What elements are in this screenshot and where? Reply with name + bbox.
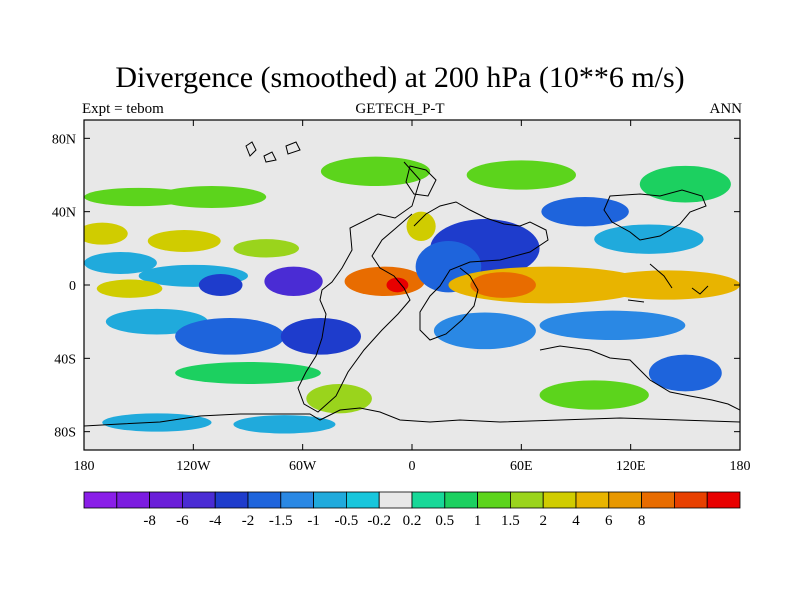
plot-title: Divergence (smoothed) at 200 hPa (10**6 … <box>115 61 685 94</box>
field-patch <box>470 272 536 298</box>
x-tick-label: 120E <box>616 459 646 474</box>
y-axis: 80N 40N 0 40S 80S <box>52 132 740 441</box>
colorbar-label: 0.5 <box>435 513 454 529</box>
colorbar-swatch <box>674 491 708 509</box>
field-patch <box>175 318 285 355</box>
colorbar-swatch <box>313 491 347 509</box>
field-patch <box>648 354 722 392</box>
field-patch <box>539 310 686 341</box>
field-patch <box>147 230 221 252</box>
colorbar-label: -8 <box>143 513 156 529</box>
x-tick-label: 0 <box>409 459 416 474</box>
field-patch <box>233 239 300 258</box>
colorbar-swatch <box>706 491 741 509</box>
colorbar-swatch <box>477 491 511 509</box>
colorbar-swatch <box>509 491 544 509</box>
field-patch <box>175 362 321 384</box>
colorbar-swatch <box>83 491 118 509</box>
colorbar-swatch <box>608 491 642 509</box>
divergence-field <box>84 156 740 434</box>
dataset-label: GETECH_P-T <box>355 101 445 117</box>
colorbar-swatch <box>575 491 610 509</box>
colorbar: -8 -6 -4 -2 -1.5 -1 -0.5 -0.2 0.2 0.5 1 1.5 2 4 6 8 <box>83 491 741 529</box>
y-tick-label: 0 <box>69 279 76 294</box>
colorbar-label: 4 <box>572 513 580 529</box>
coastline-antarctica <box>84 407 740 427</box>
colorbar-label: -0.2 <box>367 513 391 529</box>
colorbar-swatch <box>641 491 675 509</box>
colorbar-swatch <box>214 491 249 509</box>
experiment-label: Expt = tebom <box>82 101 164 117</box>
field-patch <box>639 165 731 203</box>
colorbar-swatch <box>247 491 282 509</box>
colorbar-swatch <box>181 491 216 509</box>
colorbar-swatch <box>345 491 380 509</box>
coastline-australia <box>539 345 740 411</box>
y-tick-label: 40S <box>54 352 76 367</box>
colorbar-label: 1.5 <box>501 513 520 529</box>
coastline-greenland <box>405 165 437 197</box>
field-patch <box>198 274 243 296</box>
field-patch <box>594 224 704 254</box>
season-label: ANN <box>709 101 743 117</box>
x-tick-label: 60W <box>289 459 317 474</box>
field-patch <box>280 318 361 355</box>
field-patch <box>306 384 372 414</box>
x-tick-label: 180 <box>74 459 95 474</box>
x-tick-label: 60E <box>510 459 533 474</box>
colorbar-swatch <box>378 491 413 509</box>
coastline-pacific-islands <box>627 263 709 303</box>
field-patch <box>233 415 336 434</box>
field-patch <box>84 252 157 274</box>
field-patch <box>96 279 163 298</box>
colorbar-label: 2 <box>539 513 547 529</box>
colorbar-swatch <box>280 491 314 509</box>
coastline-americas <box>297 161 421 413</box>
colorbar-label: -6 <box>176 513 189 529</box>
colorbar-label: -4 <box>209 513 222 529</box>
field-patch <box>466 160 576 190</box>
colorbar-label: -1 <box>307 513 320 529</box>
field-patch <box>84 222 128 245</box>
colorbar-swatch <box>116 491 151 509</box>
field-patch <box>156 186 267 208</box>
field-patch <box>406 211 436 241</box>
coastline-arctic-islands <box>245 141 301 163</box>
coastline-africa-eurasia <box>413 201 549 341</box>
colorbar-swatch <box>411 491 446 509</box>
colorbar-label: -1.5 <box>269 513 293 529</box>
y-tick-label: 40N <box>52 206 76 221</box>
colorbar-label: 6 <box>605 513 613 529</box>
colorbar-label: 1 <box>474 513 482 529</box>
x-axis: 180 120W 60W 0 60E 120E 180 <box>74 120 751 474</box>
colorbar-swatch <box>149 491 183 509</box>
coastline-asia <box>603 189 707 241</box>
x-tick-label: 180 <box>730 459 751 474</box>
field-patch <box>539 380 649 410</box>
colorbar-label: -0.5 <box>335 513 359 529</box>
colorbar-swatch <box>542 491 577 509</box>
y-tick-label: 80N <box>52 132 76 147</box>
coastlines <box>84 141 740 427</box>
field-patch <box>594 270 740 300</box>
x-tick-label: 120W <box>176 459 211 474</box>
colorbar-label: 8 <box>638 513 646 529</box>
y-tick-label: 80S <box>54 426 76 441</box>
colorbar-label: 0.2 <box>403 513 422 529</box>
field-patch <box>541 197 629 227</box>
field-patch <box>320 156 431 186</box>
field-patch <box>264 266 323 297</box>
colorbar-label: -2 <box>242 513 255 529</box>
colorbar-swatch <box>444 491 478 509</box>
field-patch <box>386 277 409 293</box>
